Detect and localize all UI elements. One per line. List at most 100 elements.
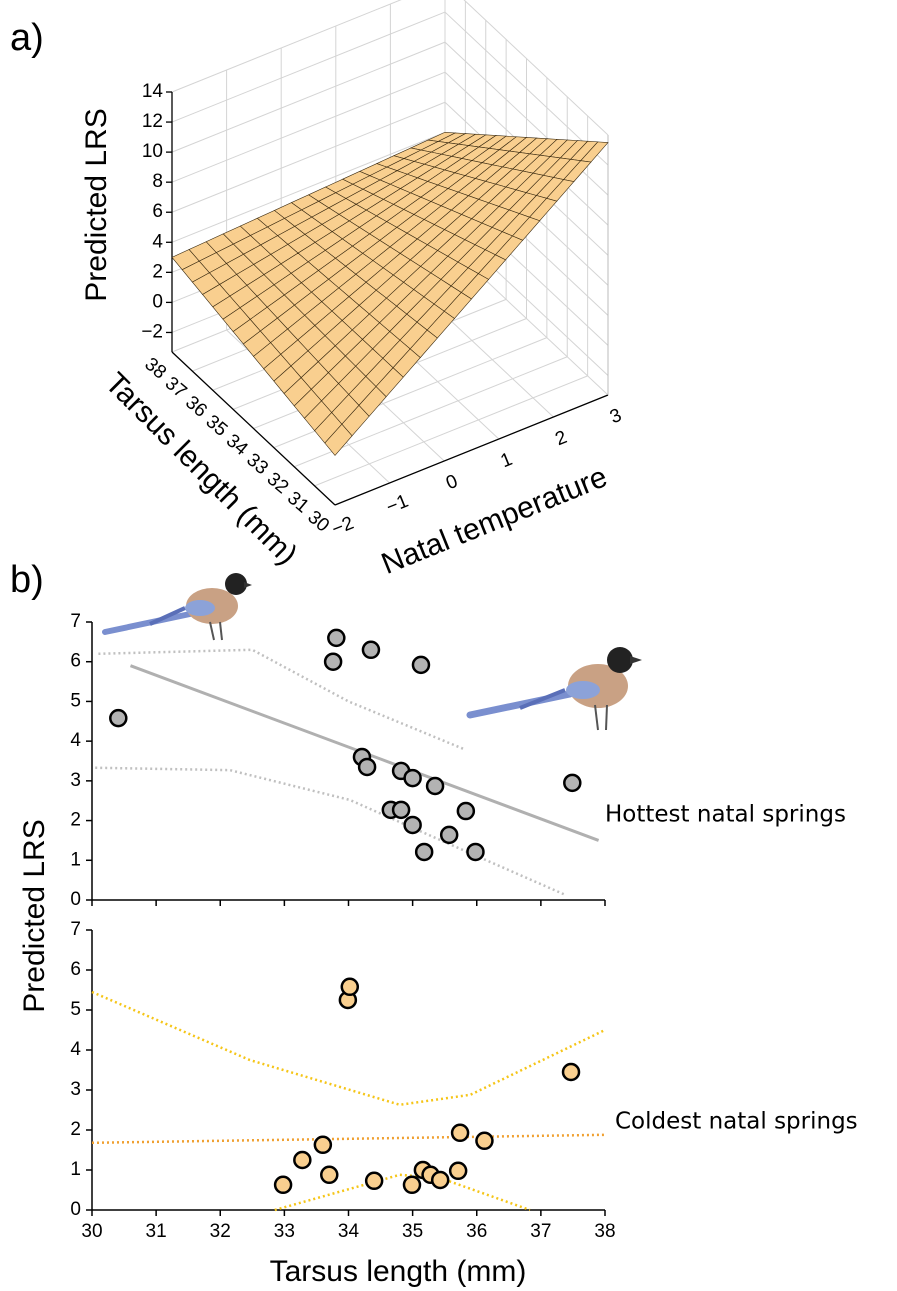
grid-line xyxy=(171,71,446,183)
point xyxy=(327,628,346,648)
grid-line xyxy=(171,41,446,153)
surface-cell xyxy=(324,423,353,456)
point xyxy=(361,640,381,660)
y-tick-label: 1 xyxy=(70,1159,81,1180)
annotation: Hottest natal springs xyxy=(605,802,846,828)
fit-line xyxy=(274,1173,531,1212)
point xyxy=(414,842,434,862)
y-tick-label: 7 xyxy=(70,611,81,632)
y-axis xyxy=(171,351,336,506)
y-tick-label: 2 xyxy=(70,1119,81,1140)
x-axis xyxy=(334,394,609,506)
fit-line xyxy=(98,648,465,751)
point xyxy=(293,1150,312,1170)
fit-line xyxy=(91,1133,606,1145)
z-tick-label: 0 xyxy=(152,291,163,312)
z-tick-label: 12 xyxy=(142,111,163,132)
point xyxy=(340,977,360,997)
point xyxy=(466,842,485,862)
y-tick-label: 4 xyxy=(70,730,81,751)
x-tick-label: 3 xyxy=(607,405,625,428)
x-tick-label: 0 xyxy=(443,471,461,494)
y-tick-label: 32 xyxy=(263,469,293,499)
panel-label: b) xyxy=(10,559,44,601)
x-axis-label: Tarsus length (mm) xyxy=(270,1255,527,1288)
y-tick-label: 31 xyxy=(283,488,313,518)
grid-line xyxy=(314,375,588,487)
y-tick-label: 1 xyxy=(70,849,81,870)
x-tick-label: −2 xyxy=(329,513,357,541)
grid-line xyxy=(171,11,446,123)
point xyxy=(561,1062,581,1082)
bird-right xyxy=(466,647,642,731)
y-axis-label: Predicted LRS xyxy=(18,819,51,1012)
y-tick-label: 5 xyxy=(70,999,81,1020)
point xyxy=(109,708,128,728)
x-tick-label: 37 xyxy=(530,1221,551,1242)
point xyxy=(403,815,422,835)
point xyxy=(273,1175,293,1195)
z-tick-label: 8 xyxy=(152,171,163,192)
grid-line xyxy=(444,11,609,166)
y-tick-label: 6 xyxy=(70,959,81,980)
bird-left xyxy=(102,573,252,641)
z-tick-label: 2 xyxy=(152,261,163,282)
x-axis-label: Natal temperature xyxy=(377,460,612,581)
point xyxy=(313,1135,333,1155)
y-tick-label: 3 xyxy=(70,1079,81,1100)
x-tick-label: −1 xyxy=(383,491,411,519)
grid-line xyxy=(171,0,402,93)
point xyxy=(439,825,459,845)
x-tick-label: 36 xyxy=(466,1221,487,1242)
x-tick-label: 30 xyxy=(81,1221,102,1242)
y-tick-label: 2 xyxy=(70,810,81,831)
y-tick-label: 5 xyxy=(70,690,81,711)
y-tick-label: 33 xyxy=(242,449,272,479)
y-tick-label: 36 xyxy=(181,392,211,422)
point xyxy=(402,1175,422,1195)
y-tick-label: 35 xyxy=(202,411,232,441)
point xyxy=(448,1161,468,1181)
point xyxy=(323,652,343,671)
annotation: Coldest natal springs xyxy=(615,1109,858,1135)
z-tick-label: −2 xyxy=(141,321,163,342)
point xyxy=(456,801,476,821)
point xyxy=(411,655,431,675)
y-tick-label: 34 xyxy=(222,430,252,460)
y-tick-label: 3 xyxy=(70,770,81,791)
point xyxy=(357,757,377,777)
y-tick-label: 4 xyxy=(70,1039,81,1060)
y-tick-label: 37 xyxy=(161,373,191,403)
point xyxy=(364,1171,384,1191)
z-tick-label: 14 xyxy=(142,81,164,102)
point xyxy=(430,1170,450,1190)
x-tick-label: 32 xyxy=(210,1221,231,1242)
z-tick-label: 10 xyxy=(142,141,163,162)
z-tick-label: 4 xyxy=(152,231,163,252)
grid-line xyxy=(463,0,609,136)
grid-line xyxy=(171,101,446,213)
grid-line xyxy=(171,131,446,243)
x-tick-label: 35 xyxy=(402,1221,423,1242)
x-tick-label: 38 xyxy=(594,1221,615,1242)
point xyxy=(475,1131,494,1151)
y-tick-label: 7 xyxy=(70,919,81,940)
panel-label: a) xyxy=(10,17,44,59)
z-axis-label: Predicted LRS xyxy=(80,108,113,301)
x-tick-label: 2 xyxy=(552,427,570,450)
point xyxy=(450,1123,470,1143)
fit-line xyxy=(95,766,566,896)
point xyxy=(391,800,411,820)
point xyxy=(320,1165,339,1185)
point xyxy=(563,773,582,793)
z-tick-label: 6 xyxy=(152,201,163,222)
x-tick-label: 33 xyxy=(274,1221,295,1242)
point xyxy=(425,776,445,796)
x-tick-label: 31 xyxy=(146,1221,167,1242)
y-tick-label: 6 xyxy=(70,651,81,672)
y-tick-label: 38 xyxy=(140,354,170,384)
y-tick-label: 0 xyxy=(70,1199,81,1220)
x-tick-label: 1 xyxy=(498,449,516,472)
y-tick-label: 0 xyxy=(70,889,81,910)
